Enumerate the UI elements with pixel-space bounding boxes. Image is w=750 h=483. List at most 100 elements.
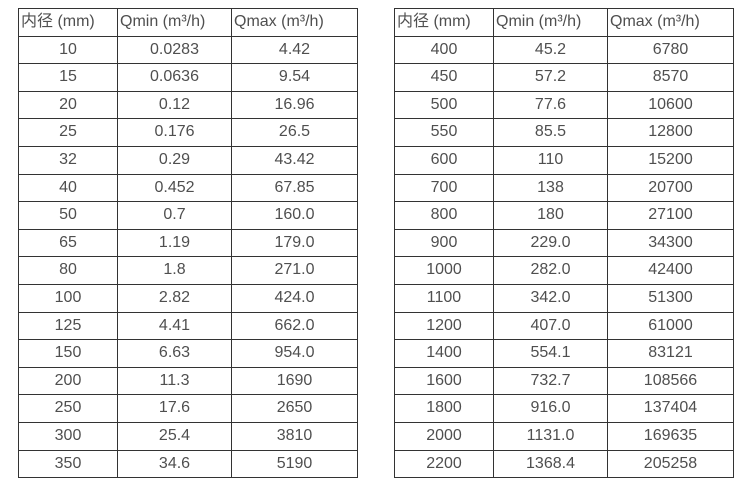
table-cell-diameter: 15 <box>18 63 118 92</box>
table-cell-diameter: 1200 <box>394 311 494 341</box>
table-cell-diameter: 200 <box>18 366 118 396</box>
flow-spec-table-large-diameters: 内径 (mm) Qmin (m³/h) Qmax (m³/h) 400 45.2 6780… <box>394 8 734 479</box>
table-row: 1200 407.0 61000 <box>394 311 734 341</box>
table-cell-qmax: 34300 <box>607 228 734 258</box>
table-row: 1600 732.7 108566 <box>394 366 734 396</box>
table-row: 200 11.3 1690 <box>18 366 358 396</box>
table-cell-qmin: 6.63 <box>117 339 232 368</box>
table-cell-qmin: 45.2 <box>493 35 608 65</box>
table-cell-diameter: 10 <box>18 35 118 65</box>
table-cell-qmax: 27100 <box>607 201 734 230</box>
table-cell-diameter: 125 <box>18 311 118 341</box>
table-cell-qmax: 2650 <box>231 394 358 423</box>
table-cell-diameter: 550 <box>394 118 494 147</box>
table-cell-diameter: 1400 <box>394 339 494 368</box>
table-cell-diameter: 500 <box>394 90 494 120</box>
table-cell-diameter: 800 <box>394 201 494 230</box>
table-row: 600 110 15200 <box>394 145 734 175</box>
table-row: 1400 554.1 83121 <box>394 339 734 368</box>
table-cell-diameter: 2000 <box>394 421 494 451</box>
table-cell-qmax: 169635 <box>607 421 734 451</box>
column-header-qmax: Qmax (m³/h) <box>231 8 358 37</box>
table-cell-qmin: 0.29 <box>117 145 232 175</box>
table-cell-diameter: 450 <box>394 63 494 92</box>
table-cell-qmax: 15200 <box>607 145 734 175</box>
table-cell-diameter: 25 <box>18 118 118 147</box>
table-cell-qmin: 138 <box>493 173 608 203</box>
table-row: 65 1.19 179.0 <box>18 228 358 258</box>
column-header-qmin: Qmin (m³/h) <box>493 8 608 37</box>
table-cell-diameter: 1600 <box>394 366 494 396</box>
table-cell-qmin: 1131.0 <box>493 421 608 451</box>
flow-spec-table-small-diameters: 内径 (mm) Qmin (m³/h) Qmax (m³/h) 10 0.0283 4.4… <box>18 8 358 479</box>
table-row: 100 2.82 424.0 <box>18 283 358 313</box>
table-cell-qmax: 12800 <box>607 118 734 147</box>
table-cell-qmin: 25.4 <box>117 421 232 451</box>
table-cell-qmax: 42400 <box>607 256 734 285</box>
table-cell-diameter: 32 <box>18 145 118 175</box>
table-cell-qmin: 916.0 <box>493 394 608 423</box>
table-cell-qmin: 110 <box>493 145 608 175</box>
table-cell-qmax: 6780 <box>607 35 734 65</box>
column-header-qmax: Qmax (m³/h) <box>607 8 734 37</box>
table-cell-qmax: 424.0 <box>231 283 358 313</box>
table-row: 350 34.6 5190 <box>18 449 358 479</box>
table-cell-qmin: 11.3 <box>117 366 232 396</box>
table-cell-qmax: 160.0 <box>231 201 358 230</box>
table-cell-qmax: 8570 <box>607 63 734 92</box>
table-cell-qmin: 0.452 <box>117 173 232 203</box>
table-cell-qmax: 61000 <box>607 311 734 341</box>
table-cell-qmin: 2.82 <box>117 283 232 313</box>
table-cell-qmax: 137404 <box>607 394 734 423</box>
table-cell-qmin: 1.8 <box>117 256 232 285</box>
table-cell-qmin: 0.0636 <box>117 63 232 92</box>
table-cell-qmin: 85.5 <box>493 118 608 147</box>
table-row: 15 0.0636 9.54 <box>18 63 358 92</box>
table-cell-qmin: 180 <box>493 201 608 230</box>
table-row: 700 138 20700 <box>394 173 734 203</box>
table-cell-diameter: 900 <box>394 228 494 258</box>
table-cell-qmin: 0.7 <box>117 201 232 230</box>
table-cell-qmax: 954.0 <box>231 339 358 368</box>
table-cell-qmin: 77.6 <box>493 90 608 120</box>
table-cell-diameter: 250 <box>18 394 118 423</box>
table-row: 50 0.7 160.0 <box>18 201 358 230</box>
table-row: 900 229.0 34300 <box>394 228 734 258</box>
table-cell-diameter: 600 <box>394 145 494 175</box>
table-row: 250 17.6 2650 <box>18 394 358 423</box>
table-row: 500 77.6 10600 <box>394 90 734 120</box>
table-cell-qmax: 43.42 <box>231 145 358 175</box>
table-cell-diameter: 100 <box>18 283 118 313</box>
column-header-diameter: 内径 (mm) <box>394 8 494 37</box>
table-row: 2000 1131.0 169635 <box>394 421 734 451</box>
table-cell-qmax: 4.42 <box>231 35 358 65</box>
table-cell-qmin: 57.2 <box>493 63 608 92</box>
table-row: 1000 282.0 42400 <box>394 256 734 285</box>
table-row: 300 25.4 3810 <box>18 421 358 451</box>
table-cell-qmax: 3810 <box>231 421 358 451</box>
table-cell-qmin: 342.0 <box>493 283 608 313</box>
column-header-diameter: 内径 (mm) <box>18 8 118 37</box>
table-cell-qmin: 0.12 <box>117 90 232 120</box>
table-cell-qmax: 271.0 <box>231 256 358 285</box>
table-cell-qmax: 9.54 <box>231 63 358 92</box>
table-row: 450 57.2 8570 <box>394 63 734 92</box>
table-cell-qmin: 229.0 <box>493 228 608 258</box>
table-cell-qmin: 0.0283 <box>117 35 232 65</box>
table-row: 20 0.12 16.96 <box>18 90 358 120</box>
table-cell-qmin: 554.1 <box>493 339 608 368</box>
table-cell-qmin: 732.7 <box>493 366 608 396</box>
table-row: 400 45.2 6780 <box>394 35 734 65</box>
table-cell-qmin: 34.6 <box>117 449 232 479</box>
table-row: 25 0.176 26.5 <box>18 118 358 147</box>
table-row: 32 0.29 43.42 <box>18 145 358 175</box>
table-cell-qmax: 51300 <box>607 283 734 313</box>
table-cell-diameter: 700 <box>394 173 494 203</box>
table-row: 150 6.63 954.0 <box>18 339 358 368</box>
table-cell-qmax: 179.0 <box>231 228 358 258</box>
table-cell-qmax: 20700 <box>607 173 734 203</box>
table-cell-diameter: 400 <box>394 35 494 65</box>
table-cell-diameter: 1800 <box>394 394 494 423</box>
table-cell-qmax: 16.96 <box>231 90 358 120</box>
